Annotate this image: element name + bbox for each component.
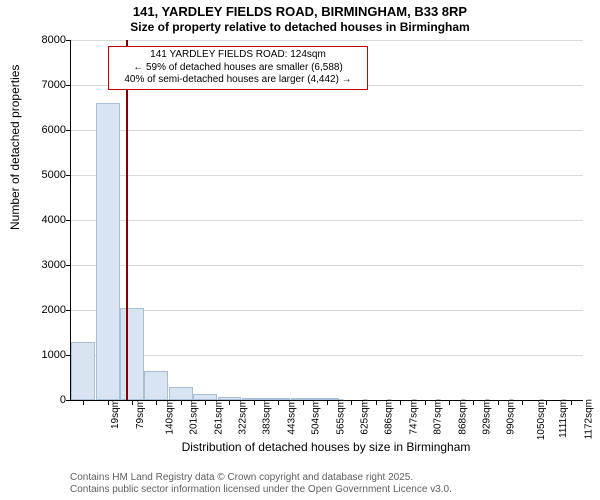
- gridline: [71, 175, 583, 176]
- x-tick: [303, 400, 304, 405]
- x-tick-label: 504sqm: [311, 399, 322, 435]
- gridline: [71, 220, 583, 221]
- x-tick: [108, 400, 109, 405]
- bar: [169, 387, 193, 401]
- gridline: [71, 40, 583, 41]
- bar: [71, 342, 95, 401]
- x-tick: [425, 400, 426, 405]
- x-axis-label: Distribution of detached houses by size …: [70, 440, 582, 454]
- y-tick: [66, 130, 71, 131]
- x-tick-label: 868sqm: [457, 399, 468, 435]
- y-tick: [66, 175, 71, 176]
- x-tick-label: 19sqm: [110, 399, 121, 429]
- annotation-line: ← 59% of detached houses are smaller (6,…: [113, 62, 363, 75]
- gridline: [71, 355, 583, 356]
- x-tick: [327, 400, 328, 405]
- x-tick-label: 1050sqm: [536, 399, 547, 440]
- bar: [96, 103, 120, 400]
- x-tick-label: 929sqm: [481, 399, 492, 435]
- annotation-line: 40% of semi-detached houses are larger (…: [113, 74, 363, 87]
- x-tick-label: 79sqm: [135, 399, 146, 429]
- x-tick: [156, 400, 157, 405]
- chart-title-sub: Size of property relative to detached ho…: [0, 20, 600, 34]
- y-axis-label: Number of detached properties: [8, 65, 22, 230]
- y-tick-label: 8000: [26, 34, 66, 46]
- annotation-box: 141 YARDLEY FIELDS ROAD: 124sqm← 59% of …: [108, 46, 368, 90]
- gridline: [71, 310, 583, 311]
- x-tick-label: 990sqm: [506, 399, 517, 435]
- x-tick: [181, 400, 182, 405]
- x-tick-label: 201sqm: [189, 399, 200, 435]
- x-tick-label: 807sqm: [433, 399, 444, 435]
- x-tick: [376, 400, 377, 405]
- y-tick-label: 7000: [26, 79, 66, 91]
- bar: [120, 308, 144, 400]
- x-tick: [449, 400, 450, 405]
- y-tick-label: 4000: [26, 214, 66, 226]
- x-tick: [498, 400, 499, 405]
- x-tick-label: 140sqm: [165, 399, 176, 435]
- y-tick-label: 3000: [26, 259, 66, 271]
- y-tick: [66, 220, 71, 221]
- x-tick: [473, 400, 474, 405]
- chart-title-main: 141, YARDLEY FIELDS ROAD, BIRMINGHAM, B3…: [0, 4, 600, 19]
- gridline: [71, 265, 583, 266]
- x-tick: [83, 400, 84, 405]
- x-tick-label: 383sqm: [262, 399, 273, 435]
- y-tick-label: 2000: [26, 304, 66, 316]
- y-tick-label: 0: [26, 394, 66, 406]
- x-tick-label: 1111sqm: [558, 399, 569, 438]
- y-tick: [66, 85, 71, 86]
- x-tick: [229, 400, 230, 405]
- x-tick-label: 686sqm: [384, 399, 395, 435]
- annotation-line: 141 YARDLEY FIELDS ROAD: 124sqm: [113, 49, 363, 62]
- y-tick-label: 5000: [26, 169, 66, 181]
- x-tick-label: 625sqm: [360, 399, 371, 435]
- attribution-text: Contains HM Land Registry data © Crown c…: [70, 472, 584, 496]
- attribution-line: Contains HM Land Registry data © Crown c…: [70, 472, 584, 484]
- x-tick-label: 1172sqm: [584, 399, 595, 439]
- x-tick: [278, 400, 279, 405]
- bar: [144, 371, 168, 400]
- chart-container: 141, YARDLEY FIELDS ROAD, BIRMINGHAM, B3…: [0, 0, 600, 500]
- x-tick-label: 261sqm: [213, 399, 224, 435]
- x-tick-label: 565sqm: [335, 399, 346, 435]
- attribution-line: Contains public sector information licen…: [70, 484, 584, 496]
- x-tick: [351, 400, 352, 405]
- y-tick: [66, 400, 71, 401]
- y-tick: [66, 310, 71, 311]
- x-tick: [546, 400, 547, 405]
- y-tick-label: 1000: [26, 349, 66, 361]
- x-tick-label: 322sqm: [238, 399, 249, 435]
- plot-area: 19sqm79sqm140sqm201sqm261sqm322sqm383sqm…: [70, 40, 583, 401]
- x-tick: [571, 400, 572, 405]
- x-tick: [205, 400, 206, 405]
- gridline: [71, 130, 583, 131]
- x-tick-label: 747sqm: [408, 399, 419, 435]
- x-tick: [400, 400, 401, 405]
- x-tick: [522, 400, 523, 405]
- y-tick: [66, 40, 71, 41]
- x-tick: [254, 400, 255, 405]
- highlight-marker-line: [126, 40, 128, 400]
- y-tick: [66, 265, 71, 266]
- x-tick: [132, 400, 133, 405]
- x-tick-label: 443sqm: [286, 399, 297, 435]
- y-tick-label: 6000: [26, 124, 66, 136]
